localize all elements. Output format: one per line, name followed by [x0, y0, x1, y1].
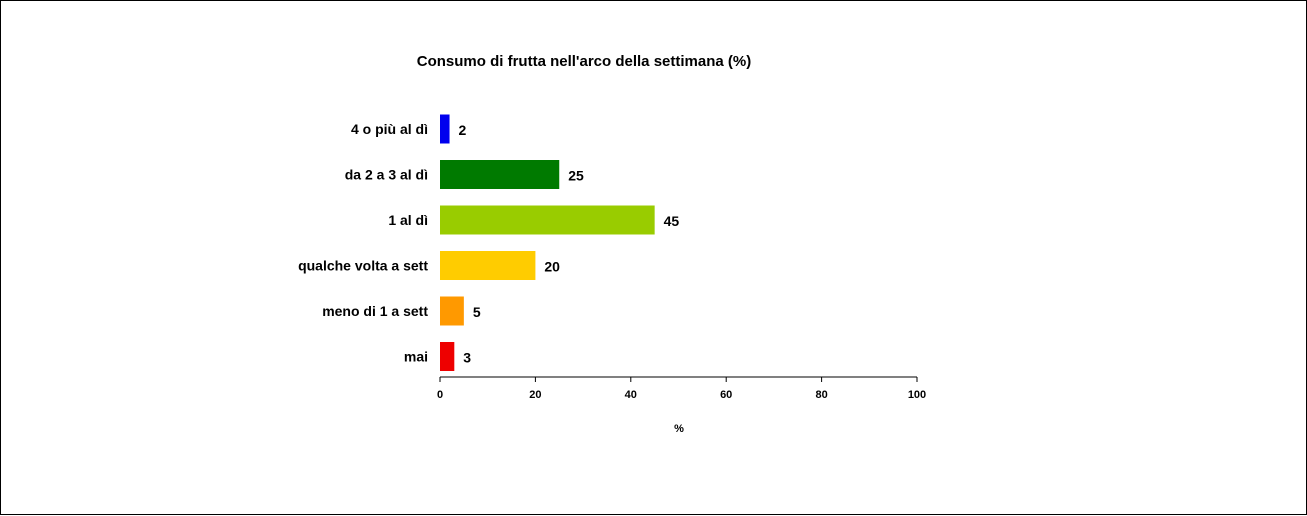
category-label: mai [404, 349, 428, 365]
bar [440, 160, 560, 189]
category-label: qualche volta a sett [298, 258, 428, 274]
category-label: meno di 1 a sett [322, 303, 428, 319]
bar [440, 114, 450, 144]
data-label: 20 [544, 259, 560, 275]
x-tick-label: 40 [625, 389, 637, 401]
category-label: 1 al dì [388, 212, 428, 228]
x-tick-label: 100 [908, 389, 926, 401]
x-tick-label: 80 [815, 389, 827, 401]
data-label: 45 [664, 213, 680, 229]
x-axis: 0 20 40 60 80 100 [437, 376, 926, 401]
data-label: 3 [463, 350, 471, 366]
x-tick-label: 0 [437, 389, 443, 401]
bar [440, 342, 455, 371]
x-axis-label: % [674, 423, 684, 435]
data-label: 2 [459, 122, 467, 138]
x-tick-label: 20 [529, 389, 541, 401]
data-label: 25 [568, 168, 584, 184]
chart-title: Consumo di frutta nell'arco della settim… [417, 53, 751, 70]
data-label: 5 [473, 304, 481, 320]
category-label: 4 o più al dì [351, 121, 428, 137]
bar [440, 205, 655, 235]
bars-group: 4 o più al dì 2 da 2 a 3 al dì 25 1 al dì 45 q… [298, 114, 680, 371]
bar [440, 296, 464, 326]
category-label: da 2 a 3 al dì [345, 167, 428, 183]
bar [440, 251, 536, 280]
x-tick-label: 60 [720, 389, 732, 401]
